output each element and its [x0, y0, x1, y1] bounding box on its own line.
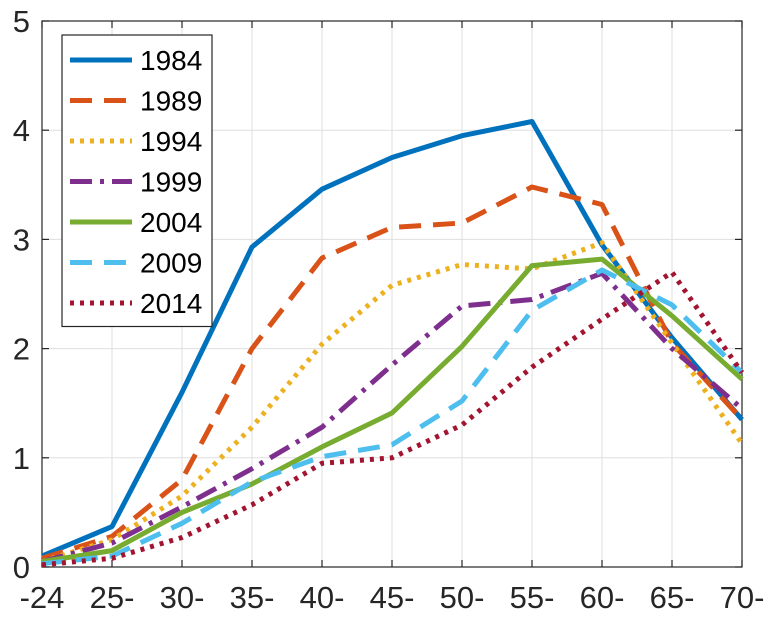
x-tick-label: -24 — [20, 580, 65, 615]
y-tick-label: 5 — [13, 4, 30, 39]
x-tick-label: 40- — [300, 580, 345, 615]
legend-label-1999: 1999 — [140, 167, 202, 198]
y-tick-label: 1 — [13, 441, 30, 476]
axis-ticks: -24 25- 30- 35- 40- 45- 50- 55- 60- 65- 70- 0 1 2 3 4 5 — [13, 4, 765, 615]
x-tick-label: 30- — [160, 580, 205, 615]
series-line-2014 — [41, 269, 745, 568]
legend-label-2004: 2004 — [140, 207, 202, 238]
legend-label-2014: 2014 — [140, 288, 202, 319]
x-tick-label: 55- — [510, 580, 555, 615]
series-line-2009 — [41, 267, 744, 567]
y-tick-label: 2 — [13, 332, 30, 367]
x-tick-label: 25- — [90, 580, 135, 615]
series-lines — [41, 119, 745, 568]
x-tick-label: 65- — [650, 580, 695, 615]
x-tick-label: 35- — [230, 580, 275, 615]
x-tick-label: 45- — [370, 580, 415, 615]
legend-label-1984: 1984 — [140, 45, 202, 76]
legend-label-1989: 1989 — [140, 86, 202, 117]
y-tick-label: 0 — [13, 550, 30, 585]
legend: 1984 1989 1994 1999 2004 2009 2014 — [61, 34, 213, 328]
series-line-2004 — [41, 256, 744, 564]
y-tick-label: 3 — [13, 222, 30, 257]
x-tick-label: 70- — [720, 580, 765, 615]
x-tick-label: 50- — [440, 580, 485, 615]
x-tick-label: 60- — [580, 580, 625, 615]
y-tick-label: 4 — [13, 113, 30, 148]
series-line-1999 — [41, 270, 744, 564]
legend-label-2009: 2009 — [140, 248, 202, 279]
legend-label-1994: 1994 — [140, 126, 202, 157]
